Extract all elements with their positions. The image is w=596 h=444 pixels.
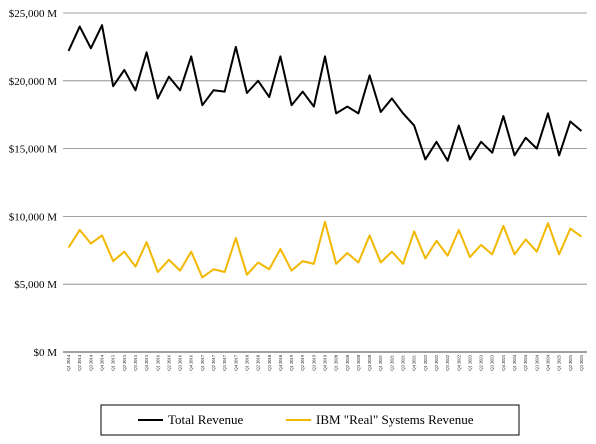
x-tick-label: Q1 2024 xyxy=(512,354,517,370)
y-axis: $0 M $5,000 M $10,000 M $15,000 M $20,000 M $… xyxy=(9,8,58,359)
x-tick-label: Q4 2019 xyxy=(323,354,328,370)
x-tick-label: Q2 2017 xyxy=(211,354,216,370)
x-tick-label: Q1 2020 xyxy=(334,354,339,370)
x-tick-label: Q4 2014 xyxy=(100,354,105,370)
x-tick-label: Q3 2017 xyxy=(222,354,227,370)
x-tick-label: Q3 2023 xyxy=(490,354,495,370)
x-tick-label: Q3 2021 xyxy=(401,355,406,371)
x-tick-label: Q1 2014 xyxy=(66,354,71,370)
y-tick-label: $15,000 M xyxy=(9,144,58,156)
x-tick-label: Q4 2015 xyxy=(144,354,149,370)
x-tick-label: Q2 2025 xyxy=(568,354,573,370)
x-tick-label: Q3 2014 xyxy=(88,354,93,370)
y-tick-label: $5,000 M xyxy=(14,279,57,291)
x-tick-label: Q4 2024 xyxy=(545,354,550,370)
y-tick-label: $25,000 M xyxy=(9,8,58,20)
x-tick-label: Q3 2025 xyxy=(579,354,584,370)
x-tick-label: Q4 2022 xyxy=(456,355,461,371)
legend-label-systems-revenue: IBM "Real" Systems Revenue xyxy=(316,412,474,427)
x-tick-label: Q1 2015 xyxy=(111,354,116,370)
x-tick-label: Q4 2023 xyxy=(501,354,506,370)
x-tick-label: Q3 2015 xyxy=(133,354,138,370)
x-tick-label: Q1 2021 xyxy=(378,355,383,371)
x-tick-label: Q1 2016 xyxy=(155,354,160,370)
legend: Total Revenue IBM "Real" Systems Revenue xyxy=(100,404,520,436)
x-tick-label: Q3 2019 xyxy=(311,354,316,370)
x-tick-label: Q2 2019 xyxy=(300,354,305,370)
x-tick-label: Q4 2017 xyxy=(233,354,238,370)
x-tick-label: Q1 2018 xyxy=(244,354,249,370)
x-tick-label: Q2 2021 xyxy=(389,355,394,371)
x-tick-label: Q1 2017 xyxy=(200,354,205,370)
x-tick-label: Q4 2021 xyxy=(412,355,417,371)
x-tick-label: Q4 2016 xyxy=(189,354,194,370)
x-tick-label: Q3 2016 xyxy=(178,354,183,370)
x-tick-label: Q2 2014 xyxy=(77,354,82,370)
y-tick-label: $20,000 M xyxy=(9,76,58,88)
x-tick-label: Q2 2024 xyxy=(523,354,528,370)
y-tick-label: $10,000 M xyxy=(9,211,58,223)
x-axis: Q1 2014 Q2 2014 Q3 2014 Q4 2014 Q1 2015 Q2 20… xyxy=(66,354,584,370)
x-tick-label: Q3 2022 xyxy=(445,355,450,371)
x-tick-label: Q2 2016 xyxy=(166,354,171,370)
x-tick-label: Q3 2024 xyxy=(534,354,539,370)
x-tick-label: Q2 2015 xyxy=(122,354,127,370)
x-tick-label: Q1 2023 xyxy=(467,354,472,370)
x-tick-label: Q2 2018 xyxy=(256,354,261,370)
x-tick-label: Q2 2023 xyxy=(479,354,484,370)
x-tick-label: Q3 2020 xyxy=(356,354,361,370)
x-tick-label: Q1 2022 xyxy=(423,355,428,371)
y-tick-label: $0 M xyxy=(33,347,57,359)
gridlines xyxy=(63,12,587,353)
series-lines xyxy=(67,24,583,279)
series-line-systems-revenue xyxy=(67,220,583,279)
x-tick-label: Q4 2018 xyxy=(278,354,283,370)
x-tick-label: Q1 2019 xyxy=(289,354,294,370)
x-tick-label: Q3 2018 xyxy=(267,354,272,370)
series-line-total-revenue xyxy=(67,24,583,162)
legend-label-total-revenue: Total Revenue xyxy=(168,412,243,427)
x-tick-label: Q2 2022 xyxy=(434,355,439,371)
x-tick-label: Q1 2025 xyxy=(557,354,562,370)
x-tick-label: Q2 2020 xyxy=(345,354,350,370)
x-tick-label: Q4 2020 xyxy=(367,354,372,370)
legend-box xyxy=(100,404,520,436)
